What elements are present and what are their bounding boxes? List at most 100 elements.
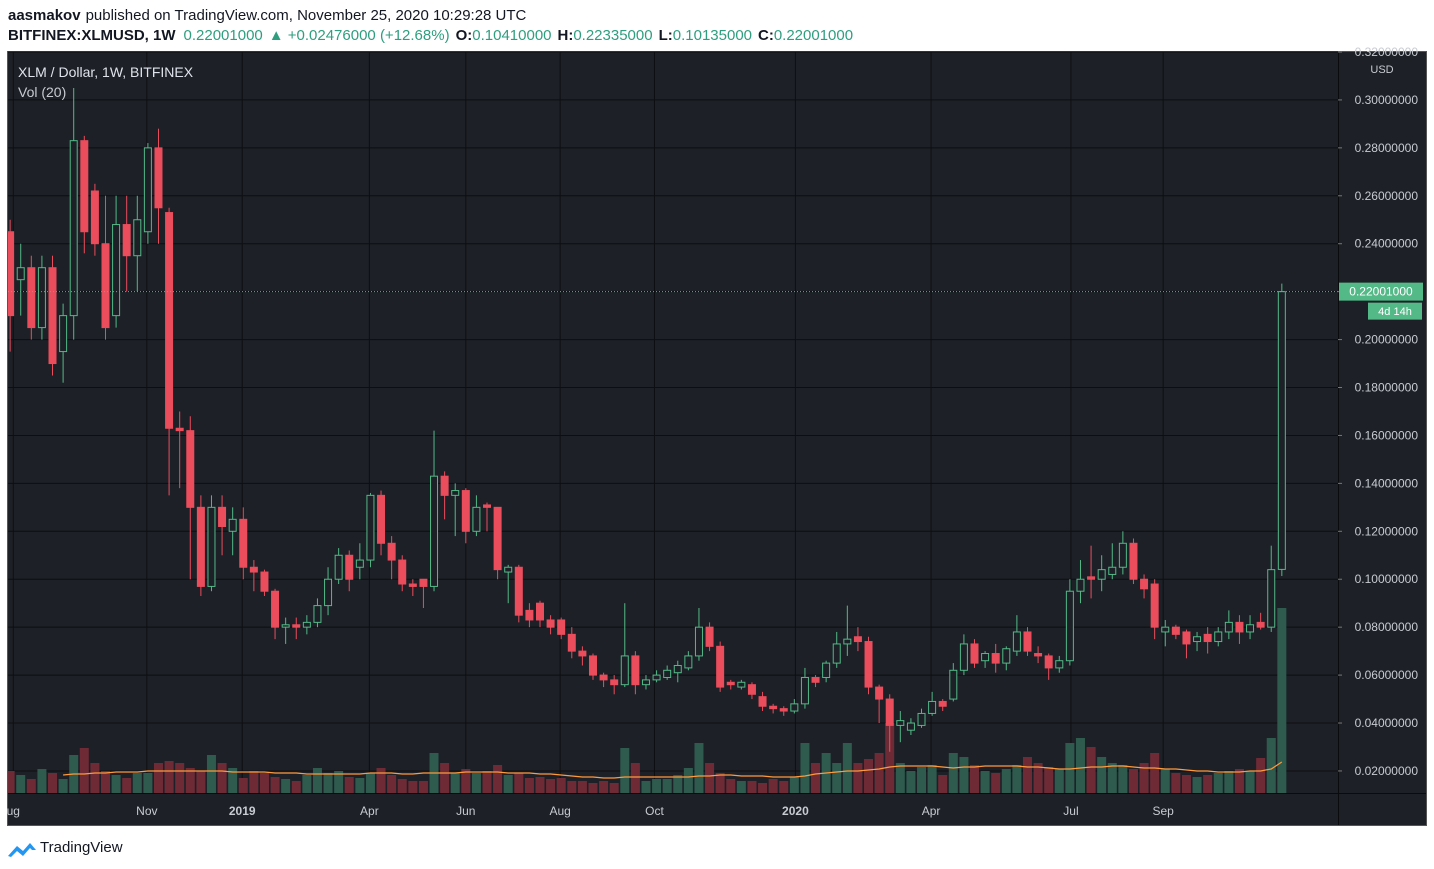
candle-body (525, 609, 534, 621)
candle-body (567, 633, 576, 652)
volume-bar (344, 777, 354, 793)
volume-bar (747, 781, 757, 793)
candle-body (652, 674, 661, 681)
candle-body (334, 554, 343, 580)
volume-bar (1065, 743, 1075, 793)
volume-bar (832, 763, 842, 793)
candle-body (1087, 576, 1096, 580)
candle-body (546, 619, 555, 628)
volume-bar (175, 763, 185, 793)
volume-bar (694, 743, 704, 793)
volume-bar (1277, 608, 1287, 793)
candle-body (260, 571, 269, 592)
volume-bar (312, 768, 322, 793)
volume-bar (1181, 775, 1191, 793)
candle-body (112, 224, 121, 317)
volume-ma-line (63, 761, 1283, 779)
candle-body (853, 636, 862, 643)
volume-bar (726, 779, 736, 793)
volume-bar (535, 777, 545, 793)
volume-bar (1171, 773, 1181, 793)
candle-body (408, 583, 417, 587)
volume-bar (811, 763, 821, 793)
candle-body (790, 703, 799, 712)
candle-body (694, 626, 703, 657)
x-tick-label: Jul (1063, 804, 1078, 818)
candle-body (133, 219, 142, 257)
candle-body (143, 147, 152, 233)
y-tick-label: 0.24000000 (1355, 237, 1419, 251)
volume-bar (1044, 767, 1054, 793)
candle-body (949, 669, 958, 700)
candle-body (355, 559, 364, 568)
ohlc-value: 0.10410000 (472, 27, 551, 44)
volume-bar (503, 775, 513, 793)
volume-bar (440, 763, 450, 793)
candle-body (387, 542, 396, 561)
volume-bar (323, 773, 333, 793)
candle-body (249, 566, 258, 573)
candle-body (758, 696, 767, 707)
candle-body (440, 475, 449, 496)
candle-body (906, 722, 915, 731)
volume-bar (1203, 775, 1213, 793)
volume-bar (408, 781, 418, 793)
candle-body (917, 712, 926, 726)
volume-bar (259, 773, 269, 793)
volume-bar (37, 769, 47, 793)
countdown-box (1368, 302, 1422, 320)
volume-bar (959, 757, 969, 793)
last-price-box (1339, 282, 1423, 301)
ohlc-key: H: (558, 27, 574, 44)
ohlc-key: C: (758, 27, 774, 44)
symbol-line: BITFINEX:XLMUSD, 1W 0.22001000 ▲ +0.024760… (8, 27, 853, 44)
volume-bar (79, 748, 89, 793)
candle-body (684, 655, 693, 669)
y-tick-label: 0.10000000 (1355, 572, 1419, 586)
volume-bar (206, 755, 216, 793)
x-tick-label: Nov (136, 804, 157, 818)
candle-body (1097, 569, 1106, 580)
volume-bar (652, 779, 662, 793)
chart-frame (7, 51, 1427, 826)
publish-line: aasmakov published on TradingView.com, No… (8, 7, 527, 24)
candle-body (896, 720, 905, 726)
candle-body (154, 147, 163, 209)
candle-body (514, 566, 523, 616)
candle-body (16, 267, 25, 281)
candle-body (1055, 660, 1064, 669)
volume-title: Vol (20) (18, 84, 66, 100)
y-tick-label: 0.04000000 (1355, 716, 1419, 730)
candle-body (959, 643, 968, 671)
volume-bar (16, 775, 26, 793)
volume-bar (599, 781, 609, 793)
candle-body (981, 653, 990, 662)
logo-icon (8, 843, 36, 857)
candle-body (1140, 578, 1149, 590)
volume-bar (8, 771, 15, 793)
volume-bar (482, 771, 492, 793)
volume-bar (1160, 769, 1170, 793)
candle-body (673, 665, 682, 674)
volume-bar (577, 781, 587, 793)
volume-bar (471, 773, 481, 793)
volume-bar (26, 779, 36, 793)
candle-body (779, 708, 788, 712)
y-tick-label: 0.18000000 (1355, 381, 1419, 395)
volume-bar (48, 773, 58, 793)
volume-bar (917, 767, 927, 793)
y-tick-label: 0.28000000 (1355, 141, 1419, 155)
candle-body (345, 554, 354, 580)
candle-body (1203, 633, 1212, 643)
candle-body (970, 643, 979, 664)
candle-body (1034, 653, 1043, 657)
volume-bar (683, 768, 693, 793)
price: 0.22001000 (184, 27, 263, 44)
volume-bar (874, 753, 884, 793)
x-tick-label: Sep (1152, 804, 1174, 818)
candle-body (122, 224, 131, 257)
candle-body (588, 655, 597, 676)
candle-body (1044, 655, 1053, 669)
candle-body (101, 243, 110, 329)
candle-body (769, 705, 778, 710)
